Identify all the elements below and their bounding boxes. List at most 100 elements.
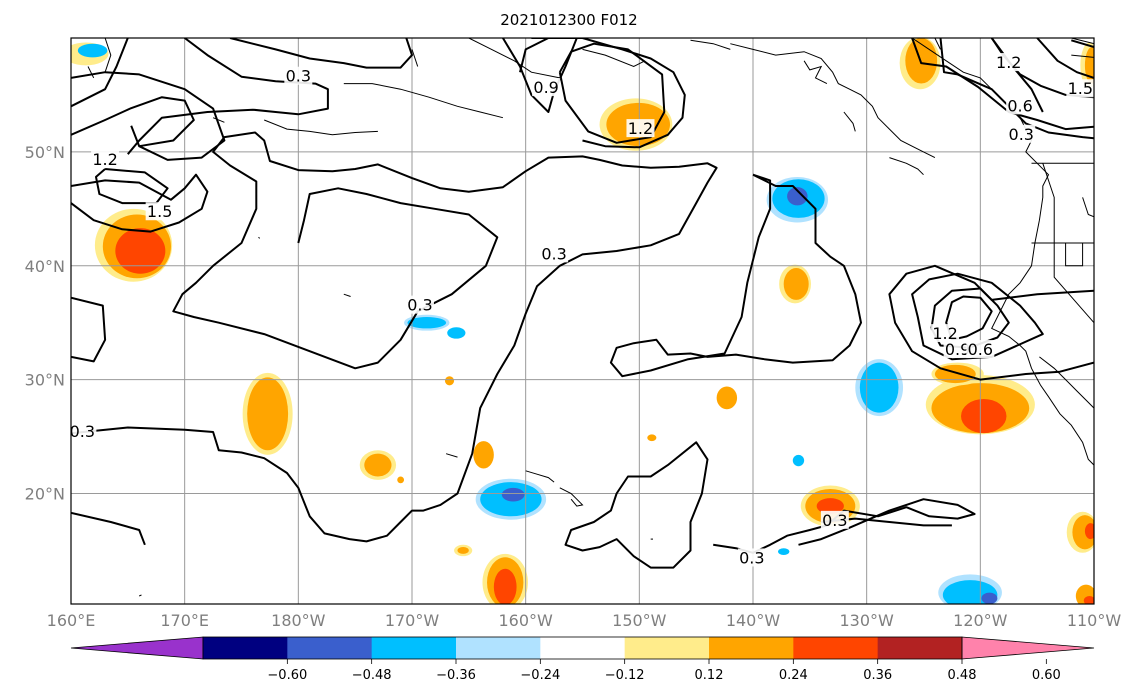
contour-label: 1.2 (996, 53, 1021, 72)
coastline (212, 117, 225, 123)
longitude-tick-label: 160°W (498, 611, 553, 630)
contour-label: 1.5 (1068, 79, 1093, 98)
coastline (1039, 356, 1094, 409)
contour-label: 1.2 (628, 119, 653, 138)
coastline (559, 487, 584, 507)
coastline (889, 157, 924, 176)
longitude-tick-label: 130°W (839, 611, 894, 630)
longitude-tick-label: 180°W (271, 611, 326, 630)
longitude-tick-label: 150°W (612, 611, 667, 630)
latitude-tick-label: 40°N (25, 257, 65, 276)
longitude-tick-label: 110°W (1067, 611, 1122, 630)
colorbar-outline (202, 636, 963, 660)
coastline (87, 66, 95, 79)
shaded-anomaly-region (501, 487, 525, 502)
shaded-anomaly-region (115, 228, 166, 274)
contour-label: 0.9 (533, 78, 558, 97)
contour-line (71, 511, 146, 546)
colorbar-tick-label: −0.60 (267, 668, 307, 683)
contour-label: 0.3 (1009, 125, 1034, 144)
coastline (843, 111, 856, 132)
contour-label: 0.3 (541, 244, 566, 263)
contour-label-background (540, 244, 569, 263)
contour-label-background (405, 295, 434, 314)
contour-line (127, 38, 329, 155)
coastline (582, 48, 646, 68)
colorbar-segment (540, 637, 626, 659)
colorbar-tick-label: 0.60 (1032, 668, 1061, 683)
contour-line (71, 296, 107, 363)
shaded-anomaly-region (397, 476, 405, 484)
colorbar-extend-low (70, 636, 204, 660)
latitude-tick-label: 30°N (25, 371, 65, 390)
contour-label-background (1066, 79, 1094, 98)
contour-line (95, 168, 169, 205)
map-frame (70, 37, 1095, 605)
contour-line (71, 173, 209, 233)
shaded-anomaly-region (816, 498, 844, 515)
contour-label: 0.3 (822, 511, 847, 530)
contour-label: 0.6 (968, 340, 993, 359)
contour-line (911, 38, 1094, 131)
contour-line (71, 96, 195, 148)
contour-label: 0.3 (739, 548, 764, 567)
contour-line (609, 173, 862, 378)
axis-tick-labels: 160°E 170°E 180°W 170°W 160°W 150°W 140°W 130°W… (25, 143, 1122, 630)
contour-line (502, 38, 578, 113)
contour-label-background (532, 78, 561, 97)
coastline (934, 38, 941, 50)
colorbar-tick-label: 0.12 (695, 668, 724, 683)
colorbar: −0.60 −0.48 −0.36 −0.24 −0.12 0.12 0.24 0.36 0.4… (70, 636, 1095, 683)
contour-label-background (91, 149, 120, 168)
contour-label-background (284, 66, 313, 85)
coastline (1071, 38, 1094, 45)
shaded-anomaly-region (716, 386, 738, 410)
shaded-anomaly-region (783, 268, 809, 300)
colorbar-segment (877, 637, 963, 659)
colorbar-segment (371, 637, 457, 659)
colorbar-tick-label: 0.36 (863, 668, 892, 683)
shaded-anomaly-region (1083, 596, 1094, 604)
shaded-anomaly-region (457, 547, 469, 554)
shaded-anomaly-region (473, 441, 494, 469)
contour-label-background (1007, 124, 1036, 143)
contour-line (519, 38, 549, 73)
longitude-tick-label: 120°W (953, 611, 1008, 630)
contour-line (945, 295, 993, 341)
shaded-anomaly-region (247, 377, 289, 451)
colorbar-tick-label: −0.12 (605, 668, 645, 683)
colorbar-tick-label: −0.36 (436, 668, 476, 683)
colorbar-segment (203, 637, 288, 659)
contour-label: 1.5 (147, 202, 172, 221)
contour-label-background (71, 422, 97, 441)
contour-label: 1.2 (92, 150, 117, 169)
colorbar-segment (624, 637, 710, 659)
shaded-anomaly-region (859, 362, 899, 413)
longitude-tick-label: 170°E (160, 611, 209, 630)
colorbar-segment (793, 637, 879, 659)
contour-label-background (1006, 96, 1035, 115)
shaded-anomaly-region (647, 434, 657, 442)
shaded-anomaly-region (77, 43, 108, 58)
colorbar-tick-label: −0.48 (352, 668, 392, 683)
coastline (343, 293, 351, 297)
contour-label: 0.6 (1007, 96, 1032, 115)
contour-label-background (820, 510, 849, 529)
contour-line (71, 71, 226, 161)
shaded-anomaly-region (1084, 523, 1094, 540)
map-background (71, 38, 1094, 604)
shaded-anomaly-region (447, 327, 466, 339)
coastline (730, 43, 936, 159)
contour-line (1036, 38, 1094, 79)
coastline (258, 236, 261, 239)
contour-line (558, 42, 666, 144)
contour-line (531, 38, 686, 149)
latitude-tick-label: 50°N (25, 143, 65, 162)
colorbar-segment (287, 637, 373, 659)
coastline (343, 83, 504, 119)
coastline (468, 38, 560, 79)
longitude-tick-label: 170°W (385, 611, 440, 630)
colorbar-tick-label: 0.48 (948, 668, 977, 683)
shaded-anomaly-region (493, 568, 517, 604)
contour-label: 1.2 (932, 324, 957, 343)
